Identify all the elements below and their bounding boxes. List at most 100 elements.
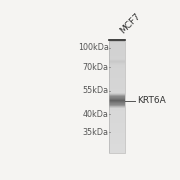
Bar [109, 94, 125, 95]
Text: 55kDa: 55kDa [83, 86, 109, 95]
Bar [109, 143, 125, 144]
Bar [109, 149, 125, 150]
Bar [109, 89, 125, 90]
Bar [109, 44, 125, 45]
Bar [109, 76, 125, 77]
Bar [109, 136, 125, 137]
Bar [109, 75, 125, 76]
Bar [109, 147, 125, 148]
Bar [109, 102, 125, 103]
Bar [109, 129, 125, 130]
Bar [109, 97, 125, 98]
Bar [109, 124, 125, 125]
Bar [109, 150, 125, 151]
Bar [109, 119, 125, 120]
Bar [109, 114, 125, 115]
Bar [109, 96, 125, 97]
Bar [109, 152, 125, 153]
Bar [109, 55, 125, 56]
Bar [109, 139, 125, 140]
Bar [109, 68, 125, 69]
Bar [109, 52, 125, 53]
Bar [109, 116, 125, 117]
Bar [109, 130, 125, 131]
Bar [109, 66, 125, 67]
Bar [109, 118, 125, 119]
Bar [109, 60, 125, 61]
Bar [109, 125, 125, 126]
Bar [109, 110, 125, 111]
Bar [109, 105, 125, 106]
Bar [109, 41, 125, 42]
Bar [109, 108, 125, 109]
Bar [109, 62, 125, 63]
Bar [109, 123, 125, 124]
Bar [109, 99, 125, 100]
Text: 40kDa: 40kDa [83, 110, 109, 119]
Bar [109, 113, 125, 114]
Bar [109, 144, 125, 145]
Bar [109, 56, 125, 57]
Bar [109, 122, 125, 123]
Bar [109, 71, 125, 72]
Text: 100kDa: 100kDa [78, 43, 109, 52]
Bar [109, 132, 125, 133]
Bar [109, 95, 125, 96]
Bar [109, 128, 125, 129]
Bar [109, 51, 125, 52]
Bar [109, 100, 125, 101]
Bar [109, 72, 125, 73]
Bar [109, 59, 125, 60]
Bar [109, 58, 125, 59]
Bar [109, 151, 125, 152]
Bar [109, 80, 125, 81]
Bar [109, 53, 125, 54]
Bar [109, 91, 125, 92]
Bar [109, 61, 125, 62]
Bar [109, 50, 125, 51]
Bar [109, 135, 125, 136]
Bar [109, 82, 125, 83]
Bar [109, 69, 125, 70]
Bar [109, 115, 125, 116]
Bar [109, 104, 125, 105]
Bar [109, 42, 125, 43]
Bar [109, 81, 125, 82]
Bar [109, 146, 125, 147]
Bar [109, 126, 125, 127]
Bar [109, 67, 125, 68]
Bar [109, 46, 125, 47]
Bar [109, 133, 125, 134]
Text: 35kDa: 35kDa [83, 128, 109, 137]
Bar [109, 54, 125, 55]
Bar [109, 120, 125, 121]
Bar [109, 73, 125, 74]
Bar [109, 145, 125, 146]
Bar [109, 48, 125, 49]
Bar [109, 41, 125, 153]
Bar [109, 47, 125, 48]
Bar [109, 65, 125, 66]
Bar [109, 43, 125, 44]
Bar [109, 84, 125, 85]
Bar [109, 127, 125, 128]
Bar [109, 101, 125, 102]
Bar [109, 78, 125, 79]
Bar [109, 79, 125, 80]
Bar [109, 117, 125, 118]
Bar [109, 134, 125, 135]
Bar [109, 49, 125, 50]
Bar [109, 106, 125, 107]
Bar [109, 88, 125, 89]
Bar [109, 131, 125, 132]
Bar [109, 64, 125, 65]
Bar [109, 90, 125, 91]
Bar [109, 83, 125, 84]
Bar [109, 148, 125, 149]
Bar [109, 140, 125, 141]
Bar [109, 103, 125, 104]
Text: KRT6A: KRT6A [137, 96, 166, 105]
Bar [109, 45, 125, 46]
Bar [109, 57, 125, 58]
Bar [109, 98, 125, 99]
